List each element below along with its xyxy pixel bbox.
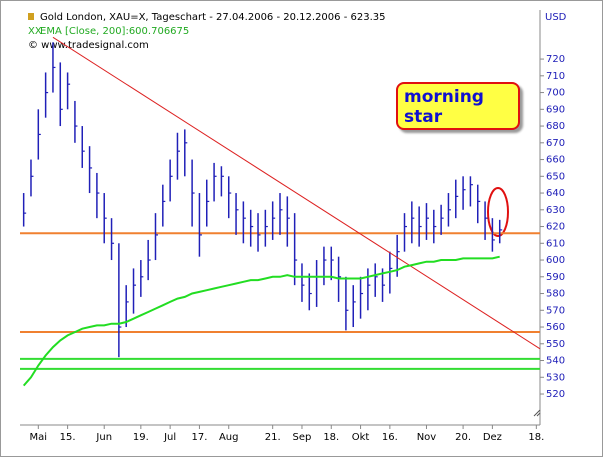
y-tick-label: 540 (546, 356, 565, 367)
x-tick-label: Nov (417, 432, 437, 443)
x-tick-label: 19. (133, 432, 149, 443)
y-tick-label: 700 (546, 88, 565, 99)
y-tick-label: 640 (546, 188, 565, 199)
x-tick-label: Mai (30, 432, 48, 443)
y-tick-label: 690 (546, 104, 565, 115)
y-tick-label: 520 (546, 389, 565, 400)
annotation: morning star (396, 82, 520, 130)
x-tick-label: Jul (163, 432, 176, 443)
y-tick-label: 610 (546, 238, 565, 249)
x-tick-label: 16. (382, 432, 398, 443)
y-unit: USD (545, 12, 567, 23)
y-tick-label: 530 (546, 372, 565, 383)
legend-icon: ⅩⅩ (28, 26, 42, 37)
trendline (52, 36, 541, 350)
title-icon (28, 13, 34, 20)
y-tick-label: 590 (546, 272, 565, 283)
y-tick-label: 670 (546, 138, 565, 149)
y-tick-label: 580 (546, 289, 565, 300)
x-tick-label: Okt (352, 432, 370, 443)
y-tick-label: 710 (546, 71, 565, 82)
x-tick-label: Sep (293, 432, 312, 443)
highlight-ellipse (487, 187, 509, 237)
x-tick-label: Aug (219, 432, 239, 443)
legend-entry: EMA [Close, 200]:600.706675 (40, 26, 189, 37)
y-tick-label: 560 (546, 322, 565, 333)
y-tick-label: 680 (546, 121, 565, 132)
x-tick-label: Dez (483, 432, 502, 443)
x-tick-label: 18. (528, 432, 544, 443)
y-tick-label: 650 (546, 171, 565, 182)
x-tick-label: 20. (455, 432, 471, 443)
copyright: © www.tradesignal.com (28, 40, 149, 51)
y-tick-label: 600 (546, 255, 565, 266)
x-tick-label: 21. (265, 432, 281, 443)
y-tick-label: 720 (546, 54, 565, 65)
ema-line (22, 255, 500, 387)
resize-icon (533, 409, 541, 417)
y-tick-label: 620 (546, 222, 565, 233)
y-tick-label: 660 (546, 155, 565, 166)
y-tick-label: 550 (546, 339, 565, 350)
chart-title: Gold London, XAU=X, Tageschart - 27.04.2… (40, 12, 385, 23)
x-tick-label: 17. (191, 432, 207, 443)
x-tick-label: 18. (323, 432, 339, 443)
y-tick-label: 630 (546, 205, 565, 216)
y-tick-label: 570 (546, 305, 565, 316)
x-tick-label: 15. (60, 432, 76, 443)
x-tick-label: Jun (95, 432, 112, 443)
